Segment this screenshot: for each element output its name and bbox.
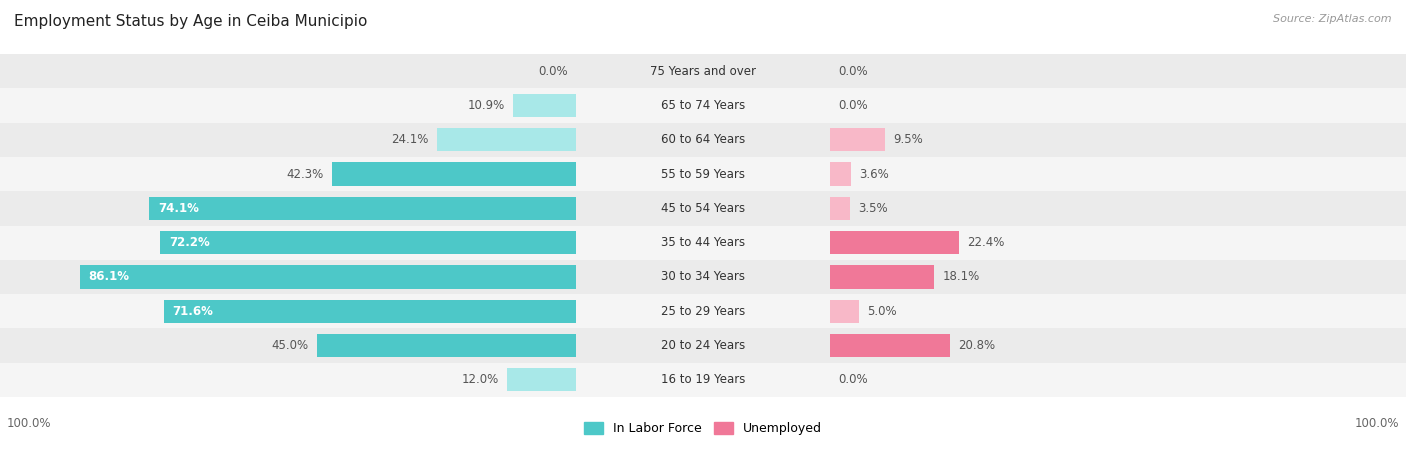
Text: 10.9%: 10.9% — [468, 99, 505, 112]
Bar — [0, 191, 576, 226]
Text: Employment Status by Age in Ceiba Municipio: Employment Status by Age in Ceiba Munici… — [14, 14, 367, 28]
Bar — [830, 128, 884, 152]
Bar — [830, 231, 959, 254]
Text: 0.0%: 0.0% — [538, 65, 568, 78]
Bar — [508, 368, 576, 391]
Text: 20 to 24 Years: 20 to 24 Years — [661, 339, 745, 352]
Bar — [576, 363, 830, 397]
Bar — [0, 260, 576, 294]
Bar — [830, 226, 1406, 260]
Bar — [332, 162, 576, 186]
Bar — [0, 88, 576, 123]
Text: 74.1%: 74.1% — [157, 202, 198, 215]
Text: Source: ZipAtlas.com: Source: ZipAtlas.com — [1274, 14, 1392, 23]
Bar — [830, 299, 859, 323]
Text: 5.0%: 5.0% — [868, 305, 897, 318]
Bar — [830, 265, 934, 289]
Bar — [830, 334, 949, 357]
Bar — [316, 334, 576, 357]
Bar — [830, 328, 1406, 363]
Bar — [830, 260, 1406, 294]
Text: 0.0%: 0.0% — [838, 373, 868, 386]
Bar — [576, 88, 830, 123]
Text: 24.1%: 24.1% — [391, 133, 429, 146]
Text: 0.0%: 0.0% — [838, 99, 868, 112]
Bar — [576, 157, 830, 191]
Bar — [0, 54, 576, 88]
Bar — [830, 54, 1406, 88]
Bar — [830, 294, 1406, 328]
Legend: In Labor Force, Unemployed: In Labor Force, Unemployed — [579, 417, 827, 440]
Text: 22.4%: 22.4% — [967, 236, 1005, 249]
Text: 3.6%: 3.6% — [859, 168, 889, 180]
Bar — [80, 265, 576, 289]
Text: 55 to 59 Years: 55 to 59 Years — [661, 168, 745, 180]
Text: 42.3%: 42.3% — [287, 168, 323, 180]
Text: 16 to 19 Years: 16 to 19 Years — [661, 373, 745, 386]
Bar — [576, 226, 830, 260]
Text: 18.1%: 18.1% — [942, 271, 980, 283]
Text: 45.0%: 45.0% — [271, 339, 308, 352]
Text: 0.0%: 0.0% — [838, 65, 868, 78]
Bar — [149, 197, 576, 220]
Bar — [830, 363, 1406, 397]
Bar — [830, 88, 1406, 123]
Bar — [830, 123, 1406, 157]
Bar — [0, 123, 576, 157]
Text: 20.8%: 20.8% — [959, 339, 995, 352]
Bar — [576, 294, 830, 328]
Text: 60 to 64 Years: 60 to 64 Years — [661, 133, 745, 146]
Bar — [0, 328, 576, 363]
Bar — [830, 191, 1406, 226]
Bar — [163, 299, 576, 323]
Bar — [0, 226, 576, 260]
Bar — [0, 157, 576, 191]
Text: 30 to 34 Years: 30 to 34 Years — [661, 271, 745, 283]
Bar — [437, 128, 576, 152]
Bar — [576, 260, 830, 294]
Bar — [0, 294, 576, 328]
Bar — [830, 197, 851, 220]
Text: 75 Years and over: 75 Years and over — [650, 65, 756, 78]
Bar — [160, 231, 576, 254]
Bar — [513, 94, 576, 117]
Text: 12.0%: 12.0% — [461, 373, 499, 386]
Text: 86.1%: 86.1% — [89, 271, 129, 283]
Bar — [576, 328, 830, 363]
Bar — [0, 363, 576, 397]
Text: 9.5%: 9.5% — [893, 133, 922, 146]
Text: 45 to 54 Years: 45 to 54 Years — [661, 202, 745, 215]
Text: 100.0%: 100.0% — [7, 418, 52, 430]
Bar — [576, 191, 830, 226]
Text: 71.6%: 71.6% — [173, 305, 214, 318]
Bar — [830, 162, 851, 186]
Bar — [576, 123, 830, 157]
Text: 35 to 44 Years: 35 to 44 Years — [661, 236, 745, 249]
Bar — [830, 157, 1406, 191]
Text: 72.2%: 72.2% — [169, 236, 209, 249]
Text: 3.5%: 3.5% — [859, 202, 889, 215]
Text: 100.0%: 100.0% — [1354, 418, 1399, 430]
Text: 65 to 74 Years: 65 to 74 Years — [661, 99, 745, 112]
Text: 25 to 29 Years: 25 to 29 Years — [661, 305, 745, 318]
Bar — [576, 54, 830, 88]
